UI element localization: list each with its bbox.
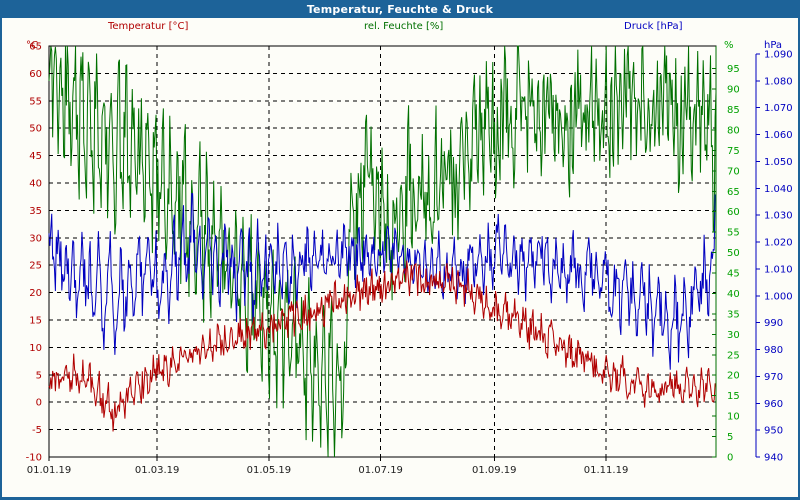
tick-label-celsius: 0	[36, 398, 42, 409]
tick-label-celsius: 25	[29, 261, 42, 272]
tick-label-percent: 30	[727, 330, 740, 341]
tick-label-percent: 25	[727, 350, 740, 361]
tick-label-hpa: 1.030	[764, 211, 793, 222]
legend-humidity: rel. Feuchte [%]	[364, 21, 444, 32]
tick-label-hpa: 990	[764, 318, 783, 329]
tick-label-percent: 50	[727, 248, 740, 259]
tick-label-percent: 45	[727, 269, 740, 280]
tick-label-date: 01.07.19	[358, 465, 403, 476]
tick-label-percent: 5	[727, 432, 733, 443]
tick-label-celsius: -5	[32, 425, 42, 436]
tick-label-hpa: 1.050	[764, 157, 793, 168]
tick-label-percent: 90	[727, 85, 740, 96]
series-line-rel	[48, 45, 717, 458]
tick-label-hpa: 1.020	[764, 238, 793, 249]
tick-label-celsius: 65	[29, 42, 42, 53]
axis-unit-celsius: °C	[26, 40, 38, 51]
tick-label-celsius: -10	[26, 453, 42, 464]
tick-label-hpa: 980	[764, 345, 783, 356]
tick-label-percent: 20	[727, 371, 740, 382]
tick-label-hpa: 1.080	[764, 76, 793, 87]
tick-label-hpa: 1.010	[764, 264, 793, 275]
tick-label-percent: 55	[727, 228, 740, 239]
tick-label-celsius: 10	[29, 343, 42, 354]
tick-label-celsius: 35	[29, 206, 42, 217]
tick-label-hpa: 1.060	[764, 130, 793, 141]
tick-label-percent: 60	[727, 207, 740, 218]
tick-label-percent: 0	[727, 453, 733, 464]
tick-label-percent: 10	[727, 412, 740, 423]
tick-label-date: 01.01.19	[27, 465, 72, 476]
tick-label-celsius: 5	[36, 370, 42, 381]
tick-label-percent: 85	[727, 105, 740, 116]
tick-label-percent: 80	[727, 125, 740, 136]
series-line-druck	[48, 192, 717, 370]
window-title: Temperatur, Feuchte & Druck	[306, 2, 494, 16]
tick-label-hpa: 960	[764, 399, 783, 410]
tick-label-celsius: 55	[29, 96, 42, 107]
tick-label-celsius: 60	[29, 69, 42, 80]
tick-label-date: 01.03.19	[135, 465, 180, 476]
tick-label-celsius: 20	[29, 288, 42, 299]
tick-label-celsius: 40	[29, 179, 42, 190]
tick-label-hpa: 940	[764, 453, 783, 464]
window-titlebar: Temperatur, Feuchte & Druck	[0, 0, 800, 18]
chart-plot-area: °C 65 60 55 50 45 40 35 30 25 20 15 10 5 0 -5 -10% 95 90 85…	[2, 36, 798, 497]
tick-label-celsius: 15	[29, 316, 42, 327]
tick-label-percent: 15	[727, 391, 740, 402]
tick-label-hpa: 1.000	[764, 291, 793, 302]
tick-label-percent: 75	[727, 146, 740, 157]
tick-label-hpa: 970	[764, 372, 783, 383]
tick-label-percent: 95	[727, 64, 740, 75]
tick-label-hpa: 950	[764, 426, 783, 437]
axis-unit-hpa: hPa	[764, 40, 782, 51]
chart-legend: Temperatur [°C] rel. Feuchte [%] Druck […	[2, 18, 798, 36]
tick-label-celsius: 45	[29, 151, 42, 162]
axis-unit-percent: %	[724, 40, 734, 51]
legend-pressure: Druck [hPa]	[624, 21, 683, 32]
tick-label-date: 01.09.19	[472, 465, 517, 476]
tick-label-hpa: 1.070	[764, 103, 793, 114]
tick-label-date: 01.05.19	[247, 465, 292, 476]
chart-svg: °C65605550454035302520151050-5-10%959085…	[26, 40, 793, 476]
series-line-temperatur	[48, 260, 717, 432]
tick-label-celsius: 50	[29, 124, 42, 135]
tick-label-hpa: 1.040	[764, 184, 793, 195]
tick-label-percent: 40	[727, 289, 740, 300]
tick-label-celsius: 30	[29, 233, 42, 244]
legend-temperature: Temperatur [°C]	[108, 21, 189, 32]
tick-label-percent: 65	[727, 187, 740, 198]
tick-label-hpa: 1.090	[764, 50, 793, 61]
tick-label-percent: 35	[727, 309, 740, 320]
tick-label-date: 01.11.19	[584, 465, 629, 476]
tick-label-percent: 70	[727, 166, 740, 177]
